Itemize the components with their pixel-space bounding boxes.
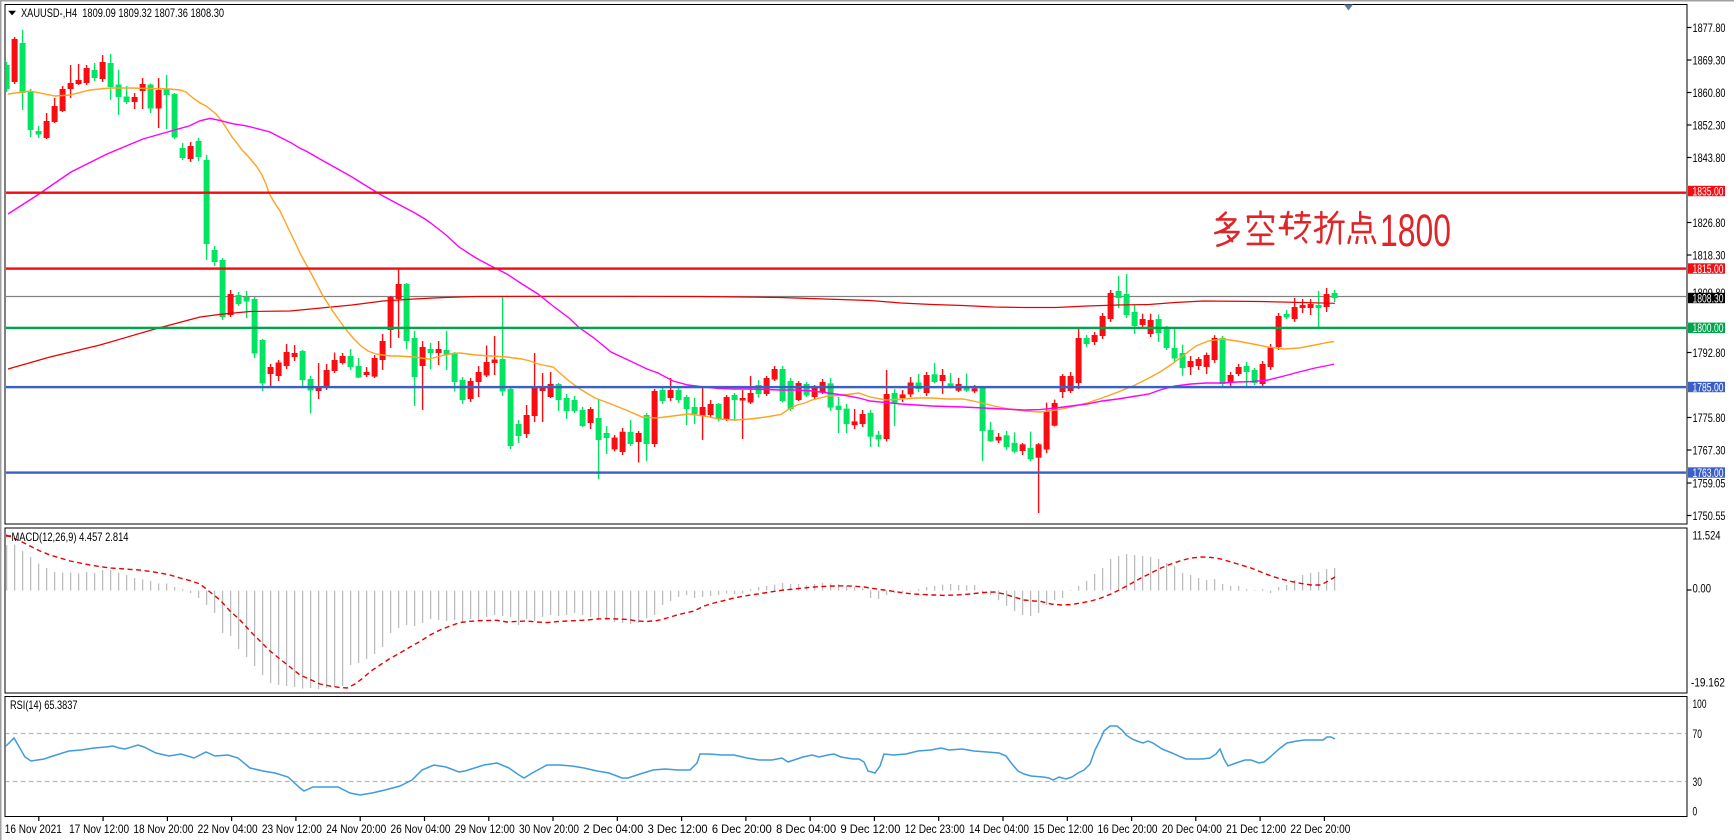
svg-text:1843.80: 1843.80 — [1693, 151, 1726, 165]
svg-text:70: 70 — [1693, 727, 1703, 741]
svg-text:100: 100 — [1693, 697, 1707, 711]
svg-text:9 Dec 12:00: 9 Dec 12:00 — [840, 822, 900, 836]
svg-text:1800: 1800 — [1380, 205, 1451, 256]
svg-text:1759.05: 1759.05 — [1693, 476, 1726, 490]
svg-text:1869.30: 1869.30 — [1693, 53, 1726, 67]
svg-text:24 Nov 20:00: 24 Nov 20:00 — [326, 822, 386, 836]
svg-text:1767.30: 1767.30 — [1693, 443, 1726, 457]
svg-text:26 Nov 04:00: 26 Nov 04:00 — [390, 822, 450, 836]
svg-text:8 Dec 04:00: 8 Dec 04:00 — [776, 822, 836, 836]
svg-text:0: 0 — [1693, 804, 1698, 818]
svg-text:3 Dec 12:00: 3 Dec 12:00 — [648, 822, 708, 836]
svg-text:16 Nov 2021: 16 Nov 2021 — [5, 822, 62, 836]
svg-text:1808.30: 1808.30 — [1693, 291, 1724, 305]
svg-text:16 Dec 20:00: 16 Dec 20:00 — [1098, 822, 1158, 836]
svg-text:1860.80: 1860.80 — [1693, 86, 1726, 100]
svg-text:1826.80: 1826.80 — [1693, 216, 1726, 230]
svg-text:1763.00: 1763.00 — [1693, 466, 1724, 480]
svg-text:30 Nov 20:00: 30 Nov 20:00 — [519, 822, 579, 836]
svg-text:1815.00: 1815.00 — [1693, 262, 1724, 276]
svg-text:1818.30: 1818.30 — [1693, 248, 1726, 262]
svg-text:XAUUSD-,H4 1809.09 1809.32 18: XAUUSD-,H4 1809.09 1809.32 1807.36 1808.… — [21, 6, 224, 20]
svg-text:20 Dec 04:00: 20 Dec 04:00 — [1162, 822, 1222, 836]
svg-text:0.00: 0.00 — [1693, 581, 1712, 595]
svg-text:1785.00: 1785.00 — [1693, 380, 1724, 394]
svg-text:22 Nov 04:00: 22 Nov 04:00 — [198, 822, 258, 836]
svg-text:1750.55: 1750.55 — [1693, 509, 1726, 523]
svg-text:1852.30: 1852.30 — [1693, 118, 1726, 132]
svg-text:29 Nov 12:00: 29 Nov 12:00 — [455, 822, 515, 836]
svg-text:18 Nov 20:00: 18 Nov 20:00 — [133, 822, 193, 836]
svg-text:15 Dec 12:00: 15 Dec 12:00 — [1033, 822, 1093, 836]
svg-text:17 Nov 12:00: 17 Nov 12:00 — [69, 822, 129, 836]
svg-text:23 Nov 12:00: 23 Nov 12:00 — [262, 822, 322, 836]
svg-text:1877.80: 1877.80 — [1693, 21, 1726, 35]
svg-text:12 Dec 23:00: 12 Dec 23:00 — [905, 822, 965, 836]
svg-text:1775.80: 1775.80 — [1693, 411, 1726, 425]
svg-text:MACD(12,26,9) 4.457 2.814: MACD(12,26,9) 4.457 2.814 — [12, 530, 129, 544]
svg-text:-19.162: -19.162 — [1691, 675, 1725, 689]
svg-text:RSI(14) 65.3837: RSI(14) 65.3837 — [10, 698, 78, 712]
svg-text:22 Dec 20:00: 22 Dec 20:00 — [1290, 822, 1350, 836]
svg-text:6 Dec 20:00: 6 Dec 20:00 — [712, 822, 772, 836]
svg-text:14 Dec 04:00: 14 Dec 04:00 — [969, 822, 1029, 836]
svg-text:1835.00: 1835.00 — [1693, 184, 1724, 198]
svg-text:30: 30 — [1693, 775, 1703, 789]
svg-text:1800.00: 1800.00 — [1693, 321, 1724, 335]
svg-text:11.524: 11.524 — [1693, 528, 1721, 542]
svg-text:1792.80: 1792.80 — [1693, 346, 1726, 360]
svg-text:2 Dec 04:00: 2 Dec 04:00 — [583, 822, 643, 836]
svg-text:21 Dec 12:00: 21 Dec 12:00 — [1226, 822, 1286, 836]
